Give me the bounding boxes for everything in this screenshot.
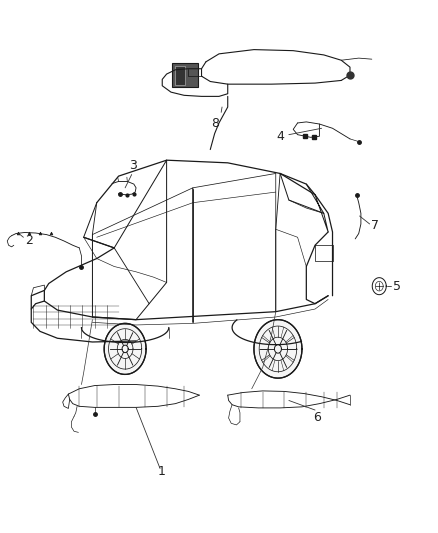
Text: 8: 8 [211,117,219,130]
Text: 1: 1 [157,465,165,478]
Text: 3: 3 [129,159,137,172]
Text: 7: 7 [371,219,379,231]
FancyBboxPatch shape [172,63,198,87]
Polygon shape [104,324,146,374]
Text: 4: 4 [276,130,284,143]
FancyBboxPatch shape [175,66,184,85]
Text: 5: 5 [393,280,401,293]
Text: 2: 2 [25,235,32,247]
Polygon shape [254,320,302,378]
Text: 6: 6 [313,411,321,424]
